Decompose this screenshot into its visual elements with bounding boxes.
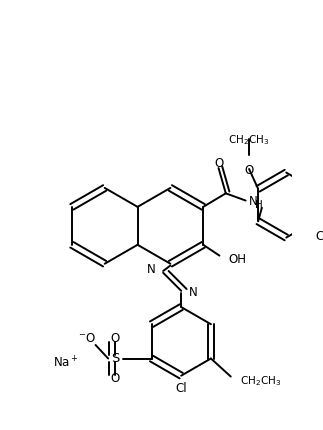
Text: N: N bbox=[147, 263, 156, 276]
Text: Na$^+$: Na$^+$ bbox=[53, 355, 78, 371]
Text: Cl: Cl bbox=[316, 230, 323, 243]
Text: N: N bbox=[188, 286, 197, 299]
Text: $^{-}$O: $^{-}$O bbox=[78, 332, 96, 345]
Text: O: O bbox=[245, 163, 254, 177]
Text: O: O bbox=[111, 332, 120, 345]
Text: S: S bbox=[111, 352, 120, 365]
Text: CH$_2$CH$_3$: CH$_2$CH$_3$ bbox=[228, 133, 270, 147]
Text: N: N bbox=[249, 195, 258, 208]
Text: O: O bbox=[111, 372, 120, 385]
Text: OH: OH bbox=[228, 253, 246, 266]
Text: O: O bbox=[214, 157, 223, 170]
Text: H: H bbox=[255, 200, 262, 210]
Text: Cl: Cl bbox=[175, 382, 187, 395]
Text: CH$_2$CH$_3$: CH$_2$CH$_3$ bbox=[240, 374, 281, 388]
